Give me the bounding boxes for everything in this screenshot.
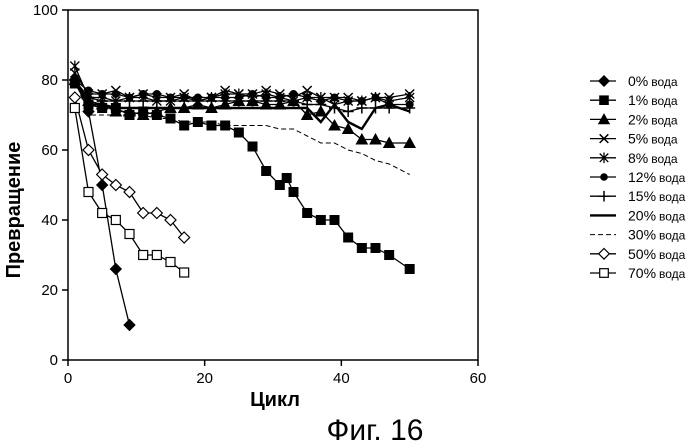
data-point [282, 174, 291, 183]
data-point [166, 258, 175, 267]
legend-item-7: 20%вода [590, 207, 686, 223]
legend-item-4: 8%вода [590, 150, 678, 166]
plot-frame [68, 10, 478, 360]
data-point [600, 269, 609, 278]
data-point [111, 216, 120, 225]
legend-label-suffix: вода [651, 75, 678, 89]
legend-label: 50%вода [628, 246, 686, 262]
data-point [70, 61, 79, 72]
legend-label-suffix: вода [659, 209, 686, 223]
data-point [331, 94, 338, 101]
x-tick-label: 0 [64, 370, 72, 387]
legend-label-suffix: вода [659, 229, 686, 243]
y-axis-title: Превращение [3, 142, 25, 279]
data-point [138, 208, 149, 219]
legend-label-suffix: вода [651, 133, 678, 147]
data-point [357, 244, 366, 253]
data-point [124, 320, 135, 331]
data-point [345, 98, 352, 105]
data-point [371, 244, 380, 253]
data-point [234, 128, 243, 137]
x-tick-label: 20 [196, 370, 213, 387]
legend-label: 70%вода [628, 265, 686, 281]
data-point [289, 188, 298, 197]
legend-item-5: 12%вода [590, 169, 686, 185]
axes: 0 20 40 60 80 100 0 20 40 60 [33, 2, 486, 387]
legend-label: 2%вода [628, 111, 678, 127]
y-tick-label: 0 [50, 352, 58, 369]
legend-label: 12%вода [628, 169, 686, 185]
legend: 0%вода 1%вода 2%вода 5%вода 8%вода 12%вода 15%… [590, 73, 686, 281]
legend-label-suffix: вода [659, 190, 686, 204]
data-point [124, 187, 135, 198]
y-tick-label: 100 [33, 2, 58, 19]
legend-item-1: 1%вода [590, 92, 678, 108]
legend-item-2: 2%вода [590, 111, 678, 127]
data-point [97, 180, 108, 191]
data-point [601, 174, 608, 181]
data-point [599, 76, 610, 87]
data-point [139, 251, 148, 260]
legend-label: 20%вода [628, 207, 686, 223]
legend-label: 5%вода [628, 131, 678, 147]
legend-item-0: 0%вода [590, 73, 678, 89]
data-point [248, 142, 257, 151]
legend-item-3: 5%вода [590, 131, 678, 147]
data-point [344, 233, 353, 242]
data-point [303, 209, 312, 218]
data-point [84, 188, 93, 197]
legend-label: 0%вода [628, 73, 678, 89]
legend-label-suffix: вода [651, 94, 678, 108]
legend-item-8: 30%вода [590, 227, 686, 243]
data-point [69, 92, 80, 103]
x-tick-label: 60 [470, 370, 487, 387]
data-point [125, 230, 134, 239]
legend-label-suffix: вода [651, 113, 678, 127]
y-tick-label: 80 [41, 72, 58, 89]
legend-item-10: 70%вода [590, 265, 686, 281]
legend-label-suffix: вода [659, 171, 686, 185]
data-point [152, 251, 161, 260]
data-point [385, 251, 394, 260]
data-point [165, 215, 176, 226]
data-point [70, 104, 79, 113]
data-point [262, 167, 271, 176]
legend-label: 8%вода [628, 150, 678, 166]
data-point [405, 265, 414, 274]
legend-label: 30%вода [628, 227, 686, 243]
legend-item-6: 15%вода [590, 188, 686, 204]
y-tick-label: 20 [41, 282, 58, 299]
series-line [75, 80, 130, 325]
x-axis-title: Цикл [250, 389, 300, 411]
legend-label-suffix: вода [659, 267, 686, 281]
data-point [110, 180, 121, 191]
data-point [98, 209, 107, 218]
y-tick-label: 60 [41, 142, 58, 159]
x-tick-label: 40 [333, 370, 350, 387]
legend-item-9: 50%вода [590, 246, 686, 262]
figure-caption: Фиг. 16 [327, 414, 424, 447]
data-point [316, 216, 325, 225]
data-point [110, 264, 121, 275]
y-tick-label: 40 [41, 212, 58, 229]
plot-area [69, 61, 415, 331]
data-point [372, 94, 379, 101]
legend-label-suffix: вода [659, 248, 686, 262]
data-point [180, 268, 189, 277]
data-point [151, 208, 162, 219]
legend-label: 1%вода [628, 92, 678, 108]
data-point [599, 249, 610, 260]
data-point [330, 216, 339, 225]
legend-label: 15%вода [628, 188, 686, 204]
data-point [179, 232, 190, 243]
legend-label-suffix: вода [651, 152, 678, 166]
data-point [599, 191, 610, 202]
data-point [83, 145, 94, 156]
data-point [600, 96, 609, 105]
data-point [97, 169, 108, 180]
